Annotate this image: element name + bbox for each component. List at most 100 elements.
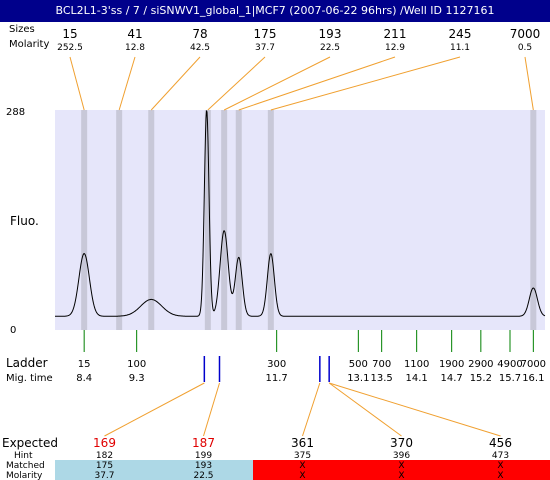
hint-value: 199 <box>195 451 212 461</box>
y-max-label: 288 <box>6 107 25 118</box>
expected-connector <box>328 382 402 437</box>
y-min-label: 0 <box>10 325 16 336</box>
ladder-label: Ladder <box>6 356 48 370</box>
peak-size-label: 41 <box>127 27 142 41</box>
peak-band <box>221 110 228 330</box>
peak-size-label: 245 <box>449 27 472 41</box>
peak-connector <box>270 56 461 111</box>
matched-value: X <box>497 461 503 471</box>
y-axis-label: Fluo. <box>10 214 39 228</box>
peak-connector <box>524 56 534 111</box>
matched-molarity-value: X <box>398 471 404 480</box>
ladder-time-label: 14.7 <box>441 373 463 384</box>
ladder-time-label: 13.1 <box>347 373 369 384</box>
matched-molarity-value: X <box>497 471 503 480</box>
chart-title: BCL2L1-3'ss / 7 / siSNWV1_global_1|MCF7 … <box>0 0 550 22</box>
expected-label: Expected <box>2 436 58 450</box>
hint-label: Hint <box>14 451 33 461</box>
peak-molarity-label: 11.1 <box>450 43 470 53</box>
peak-band <box>81 110 88 330</box>
plot-area <box>55 110 545 330</box>
molarity-label: Molarity <box>9 39 49 50</box>
ladder-size-label: 2900 <box>468 359 493 370</box>
fluorescence-trace <box>55 110 546 317</box>
expected-table: 16918217537.718719919322.5361375XX370396… <box>55 382 550 480</box>
peak-connector <box>238 56 396 111</box>
ladder-time-label: 15.7 <box>499 373 521 384</box>
ladder-size-label: 100 <box>127 359 146 370</box>
matched-cell-fail <box>352 460 451 480</box>
matched-cell-fail <box>451 460 550 480</box>
mig-time-label: Mig. time <box>6 373 53 384</box>
expected-connector <box>329 382 501 437</box>
peak-connector <box>150 56 201 111</box>
ladder-size-label: 500 <box>349 359 368 370</box>
ladder-time-label: 8.4 <box>76 373 92 384</box>
peak-size-label: 15 <box>62 27 77 41</box>
peak-molarity-label: 12.9 <box>385 43 405 53</box>
matched-label: Matched <box>6 461 45 471</box>
peak-connector <box>223 56 331 111</box>
peak-band <box>530 110 537 330</box>
peak-molarity-label: 42.5 <box>190 43 210 53</box>
molarity-bottom-label: Molarity <box>6 471 43 480</box>
peak-molarity-label: 252.5 <box>57 43 83 53</box>
expected-value: 169 <box>93 436 116 450</box>
matched-molarity-value: 22.5 <box>193 471 213 480</box>
peak-band <box>148 110 155 330</box>
matched-molarity-value: X <box>299 471 305 480</box>
peak-size-label: 211 <box>384 27 407 41</box>
peak-connector <box>69 56 85 111</box>
expected-value: 370 <box>390 436 413 450</box>
peak-molarity-label: 37.7 <box>255 43 275 53</box>
ladder-size-label: 15 <box>78 359 91 370</box>
ladder-time-label: 16.1 <box>522 373 544 384</box>
matched-value: 193 <box>195 461 212 471</box>
peak-band <box>204 110 211 330</box>
peak-size-label: 175 <box>254 27 277 41</box>
peak-band <box>235 110 242 330</box>
ladder-time-label: 13.5 <box>371 373 393 384</box>
peak-markers <box>203 356 330 382</box>
hint-value: 473 <box>492 451 509 461</box>
ladder-size-label: 300 <box>267 359 286 370</box>
expected-value: 187 <box>192 436 215 450</box>
matched-value: 175 <box>96 461 113 471</box>
peak-connector <box>118 56 136 111</box>
expected-connector <box>104 382 205 437</box>
peak-band <box>116 110 123 330</box>
hint-value: 396 <box>393 451 410 461</box>
expected-value: 361 <box>291 436 314 450</box>
matched-value: X <box>398 461 404 471</box>
peak-size-label: 78 <box>192 27 207 41</box>
matched-cell-ok <box>154 460 253 480</box>
peak-size-label: 193 <box>319 27 342 41</box>
peak-molarity-label: 22.5 <box>320 43 340 53</box>
ladder-time-label: 15.2 <box>470 373 492 384</box>
peak-bands <box>81 110 537 330</box>
sizes-label: Sizes <box>9 24 35 35</box>
ladder-time-label: 9.3 <box>129 373 145 384</box>
ladder-size-label: 1900 <box>439 359 464 370</box>
peak-connector <box>207 56 266 111</box>
matched-molarity-value: 37.7 <box>94 471 114 480</box>
peak-molarity-label: 12.8 <box>125 43 145 53</box>
hint-value: 375 <box>294 451 311 461</box>
peak-size-label: 7000 <box>510 27 541 41</box>
ladder-time-label: 11.7 <box>266 373 288 384</box>
peak-connectors <box>69 56 534 111</box>
hint-value: 182 <box>96 451 113 461</box>
ladder-size-label: 1100 <box>404 359 429 370</box>
expected-connector <box>203 382 220 437</box>
ladder-size-label: 700 <box>372 359 391 370</box>
expected-value: 456 <box>489 436 512 450</box>
matched-cell-ok <box>55 460 154 480</box>
matched-value: X <box>299 461 305 471</box>
peak-molarity-label: 0.5 <box>518 43 532 53</box>
ladder-size-label: 4900 <box>497 359 522 370</box>
ladder-time-label: 14.1 <box>406 373 428 384</box>
peak-band <box>267 110 274 330</box>
matched-cell-fail <box>253 460 352 480</box>
